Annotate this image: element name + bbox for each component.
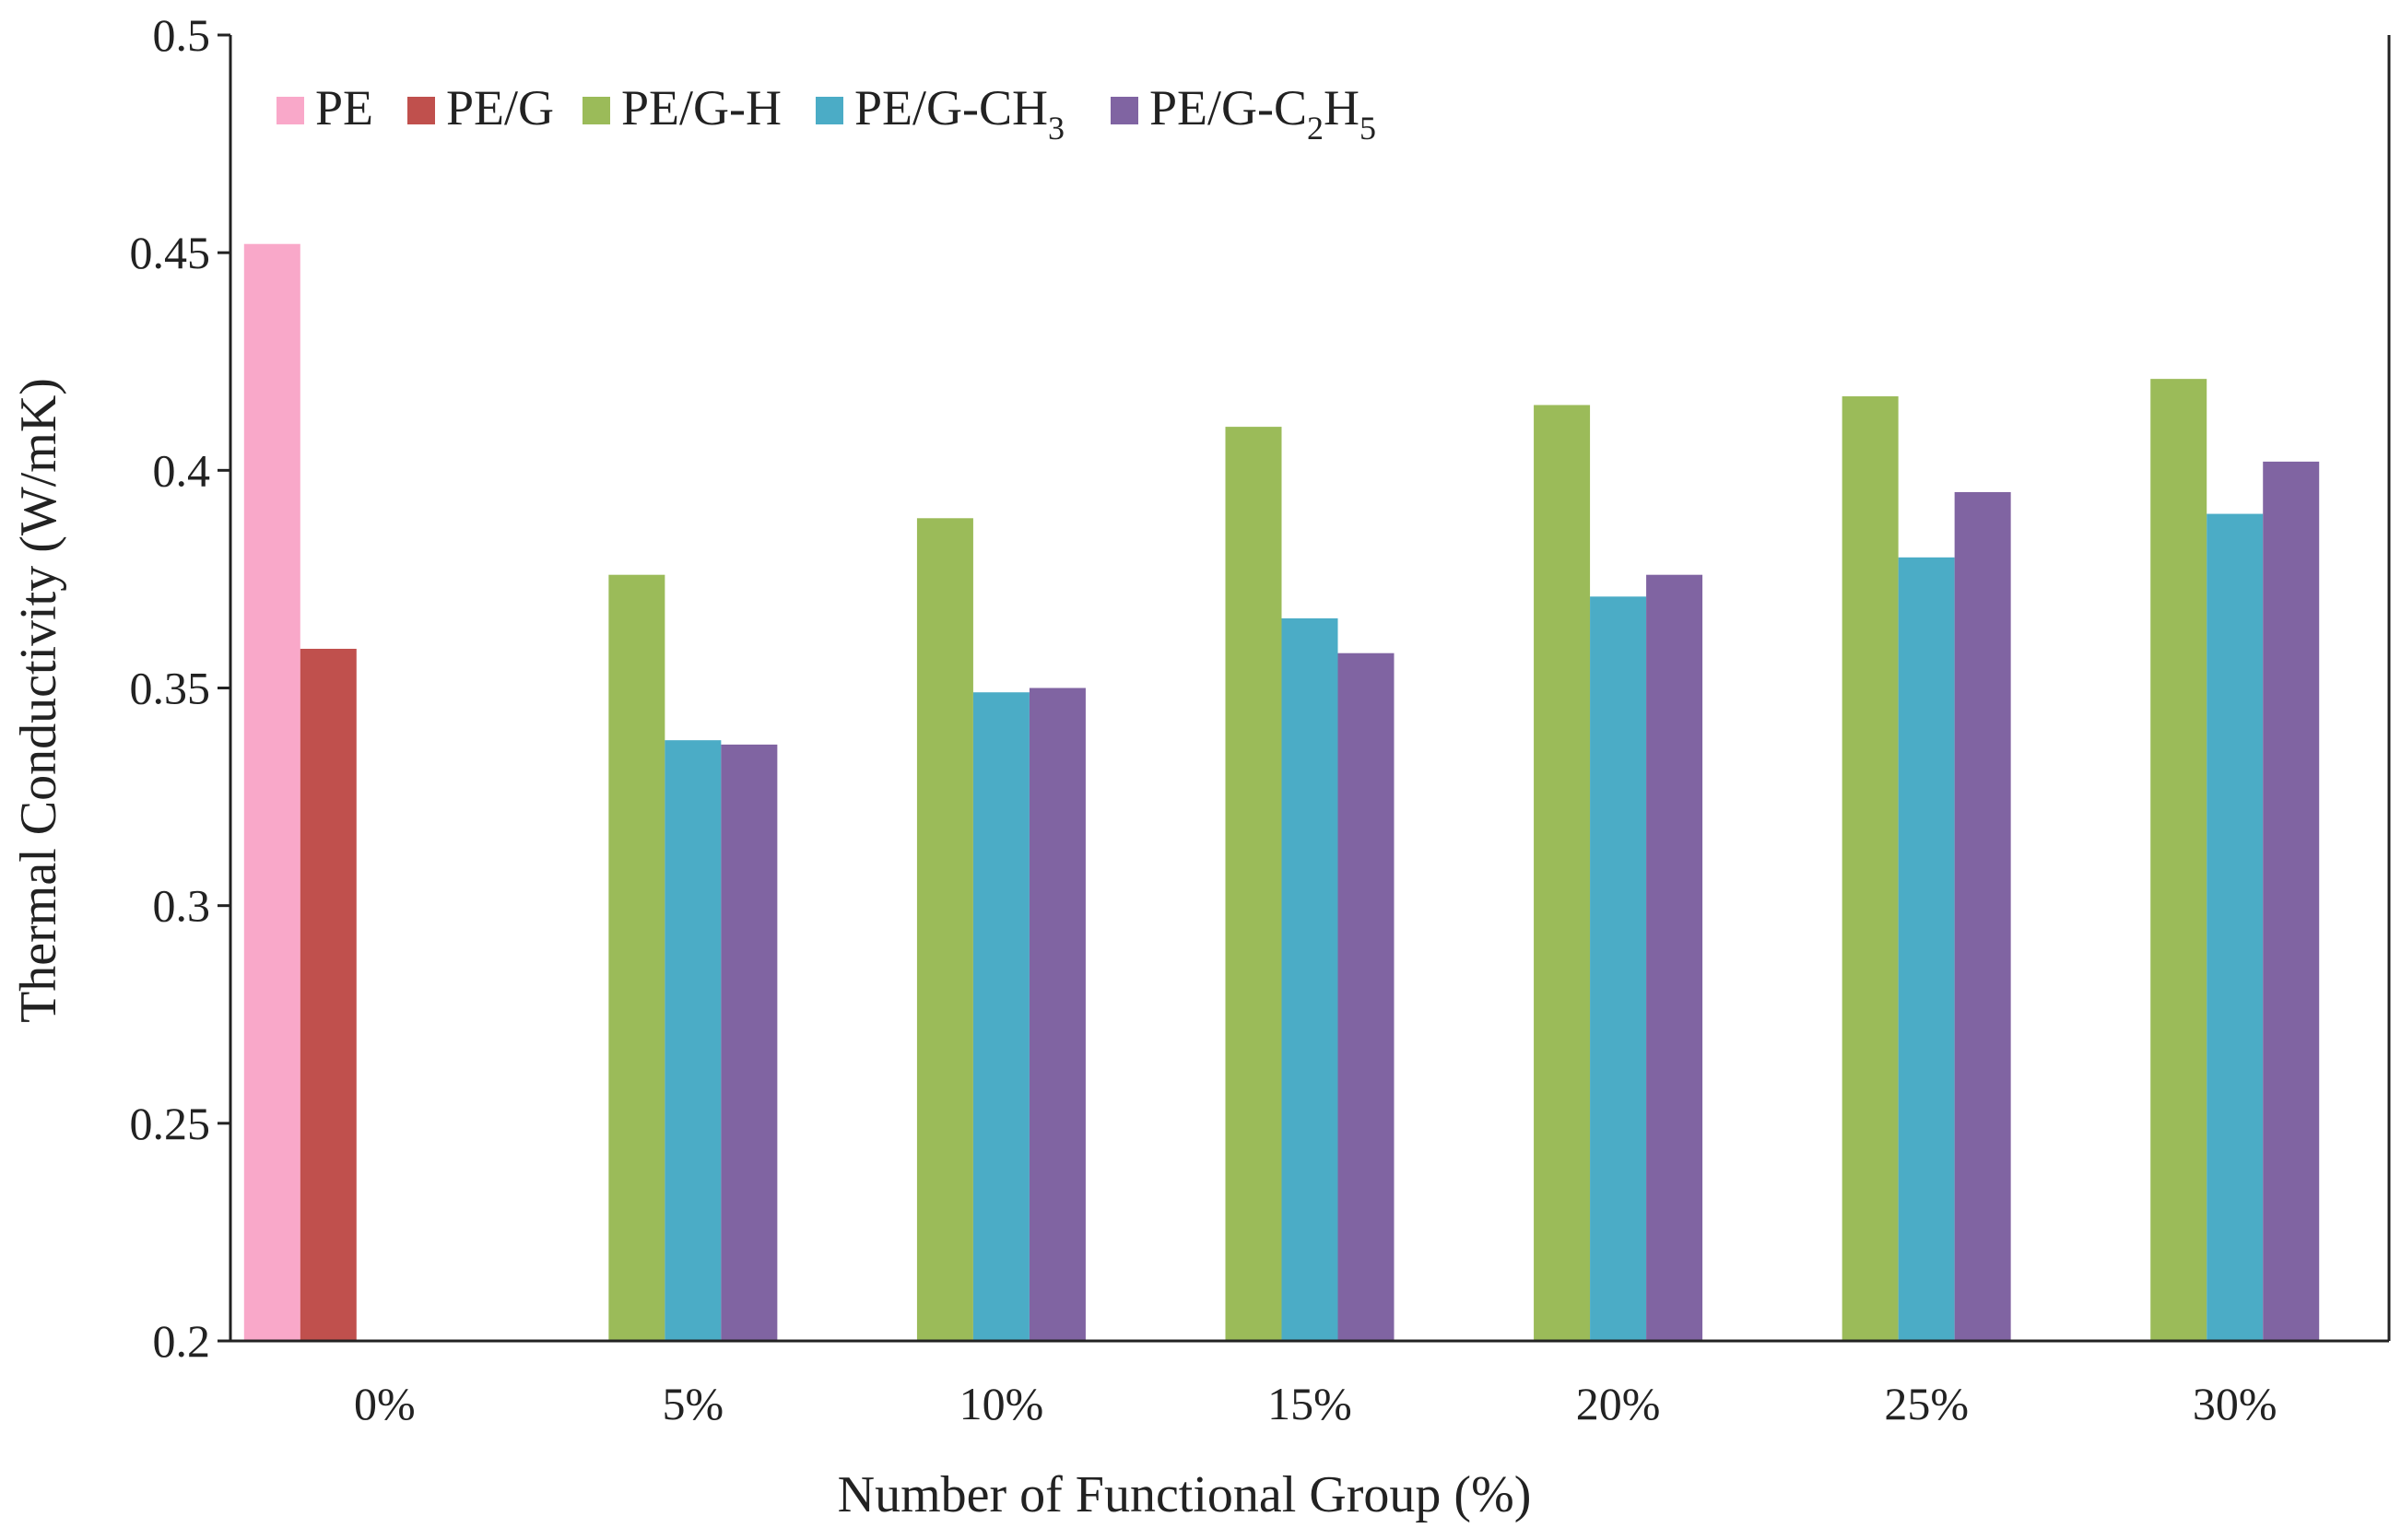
y-tick-label: 0.5 xyxy=(153,9,211,61)
legend-swatch-pe-g xyxy=(407,97,435,124)
y-tick-label: 0.45 xyxy=(130,227,211,278)
bar-pe-g-h-25pct xyxy=(1842,396,1899,1342)
y-tick-label: 0.35 xyxy=(130,663,211,714)
x-tick-label: 30% xyxy=(2193,1378,2277,1429)
y-tick-label: 0.2 xyxy=(153,1315,211,1367)
bar-pe-g-0pct xyxy=(300,648,357,1341)
bar-pe-g-h-15pct xyxy=(1225,427,1282,1342)
bar-pe-g-h-10pct xyxy=(916,518,973,1341)
x-tick-label: 15% xyxy=(1267,1378,1352,1429)
y-tick-label: 0.4 xyxy=(153,444,211,496)
legend-label-pe-g-c2h5-mid: H xyxy=(1324,80,1359,135)
legend-label-pe-g-ch3: PE/G-CH3 xyxy=(854,80,1065,147)
bar-pe-g-ch3-15pct xyxy=(1281,617,1338,1341)
legend-label-pe-g-c2h5-main: PE/G-C xyxy=(1149,80,1307,135)
bar-pe-g-c2h5-15pct xyxy=(1337,652,1395,1341)
axes xyxy=(229,35,2391,1343)
bar-pe-0pct xyxy=(243,243,300,1342)
bar-pe-g-ch3-20pct xyxy=(1590,596,1647,1341)
bar-pe-g-c2h5-20pct xyxy=(1646,574,1703,1341)
y-axis-ticks: 0.2 0.25 0.3 0.35 0.4 0.45 0.5 xyxy=(130,9,230,1367)
bar-pe-g-h-5pct xyxy=(608,574,665,1341)
x-tick-label: 5% xyxy=(663,1378,724,1429)
x-axis-title: Number of Functional Group (%) xyxy=(838,1466,1532,1523)
x-tick-label: 10% xyxy=(959,1378,1044,1429)
x-tick-label: 20% xyxy=(1576,1378,1661,1429)
y-tick-label: 0.25 xyxy=(130,1098,211,1149)
legend-swatch-pe-g-c2h5 xyxy=(1111,97,1138,124)
legend-label-pe-g-c2h5-sub2: 5 xyxy=(1359,110,1376,147)
legend-swatch-pe-g-h xyxy=(583,97,610,124)
bar-pe-g-ch3-10pct xyxy=(972,692,1030,1341)
bar-pe-g-c2h5-10pct xyxy=(1029,688,1086,1341)
bar-pe-g-h-30pct xyxy=(2150,379,2207,1342)
legend-label-pe-g-c2h5-sub: 2 xyxy=(1307,110,1324,147)
y-axis-title: Thermal Conductivity (W/mK) xyxy=(10,378,67,1023)
bar-pe-g-ch3-5pct xyxy=(665,740,722,1341)
x-axis-ticks: 0% 5% 10% 15% 20% 25% 30% xyxy=(354,1378,2277,1429)
legend-label-pe-g-ch3-main: PE/G-CH xyxy=(854,80,1048,135)
legend-label-pe-g-h: PE/G-H xyxy=(621,80,782,135)
bars xyxy=(243,243,2320,1342)
legend-label-pe-g: PE/G xyxy=(446,80,554,135)
legend-label-pe-g-ch3-sub: 3 xyxy=(1048,110,1065,147)
legend-label-pe-g-c2h5: PE/G-C2H5 xyxy=(1149,80,1376,147)
bar-pe-g-ch3-30pct xyxy=(2207,513,2264,1341)
legend-swatch-pe xyxy=(277,97,304,124)
bar-pe-g-c2h5-25pct xyxy=(1954,491,2011,1341)
bar-pe-g-c2h5-5pct xyxy=(721,744,778,1341)
legend-swatch-pe-g-ch3 xyxy=(816,97,843,124)
x-tick-label: 0% xyxy=(354,1378,416,1429)
bar-pe-g-h-20pct xyxy=(1534,405,1591,1341)
legend: PE PE/G PE/G-H PE/G-CH3 PE/G-C2H5 xyxy=(277,80,1376,147)
y-tick-label: 0.3 xyxy=(153,880,211,932)
bar-pe-g-c2h5-30pct xyxy=(2263,461,2320,1341)
bar-pe-g-ch3-25pct xyxy=(1898,557,1955,1341)
legend-label-pe: PE xyxy=(315,80,373,135)
x-tick-label: 25% xyxy=(1884,1378,1969,1429)
